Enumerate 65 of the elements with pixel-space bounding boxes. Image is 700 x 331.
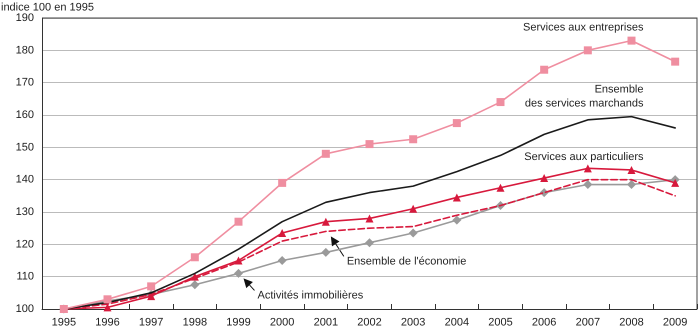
point — [366, 214, 374, 222]
x-tick-label: 1998 — [182, 316, 208, 328]
point — [671, 58, 680, 66]
point — [190, 272, 199, 281]
point — [322, 150, 330, 158]
point — [234, 218, 242, 226]
point — [322, 218, 330, 226]
point — [234, 256, 242, 264]
point — [452, 216, 462, 225]
point — [452, 193, 461, 202]
y-tick-label: 190 — [16, 12, 34, 24]
y-axis-title: indice 100 en 1995 — [1, 2, 94, 14]
x-tick-label: 2005 — [488, 316, 513, 328]
point — [147, 282, 156, 290]
y-tick-label: 130 — [16, 206, 34, 218]
point — [365, 238, 374, 248]
y-tick-label: 140 — [16, 174, 34, 186]
point — [409, 135, 418, 144]
point — [584, 164, 592, 172]
x-tick-label: 1995 — [52, 316, 76, 328]
y-tick-label: 170 — [16, 76, 34, 89]
x-tick-label: 1996 — [95, 316, 120, 328]
x-tick-label: 2002 — [357, 316, 382, 328]
point — [278, 256, 287, 265]
point — [628, 166, 636, 174]
point — [278, 229, 286, 238]
x-tick-label: 2000 — [270, 316, 294, 328]
y-tick-label: 180 — [16, 44, 34, 56]
point — [627, 180, 636, 190]
x-tick-label: 1997 — [138, 316, 164, 328]
point — [496, 98, 504, 106]
y-tick-label: 100 — [16, 303, 34, 315]
x-tick-label: 2009 — [662, 316, 688, 328]
annotation: Activités immobilières — [258, 289, 364, 302]
point — [190, 253, 199, 262]
x-tick-label: 2007 — [576, 316, 600, 328]
point — [366, 140, 374, 148]
y-tick-label: 150 — [16, 141, 34, 154]
point — [540, 66, 548, 74]
point — [190, 280, 200, 290]
point — [496, 184, 504, 192]
x-tick-label: 2008 — [619, 316, 644, 328]
point — [408, 228, 418, 238]
y-tick-label: 120 — [16, 238, 34, 250]
annotation: Ensemble des services marchands — [524, 84, 644, 110]
y-tick-label: 160 — [16, 109, 34, 121]
point — [409, 204, 418, 213]
annotation: Services aux entreprises — [523, 22, 644, 34]
x-tick-label: 1999 — [226, 316, 251, 328]
x-tick-label: 2003 — [400, 316, 426, 328]
point — [234, 268, 243, 278]
y-tick-label: 110 — [16, 270, 34, 283]
point — [452, 119, 461, 128]
point — [321, 248, 330, 257]
point — [278, 178, 286, 187]
annotation: Ensemble de l'économie — [346, 255, 466, 268]
point — [628, 36, 636, 45]
x-tick-label: 2006 — [532, 316, 556, 328]
point — [584, 46, 592, 54]
x-tick-label: 2001 — [314, 316, 338, 328]
point — [583, 180, 592, 190]
point — [540, 174, 548, 182]
point — [671, 178, 680, 187]
x-tick-label: 2004 — [444, 316, 470, 328]
annotation: Services aux particuliers — [524, 150, 644, 163]
